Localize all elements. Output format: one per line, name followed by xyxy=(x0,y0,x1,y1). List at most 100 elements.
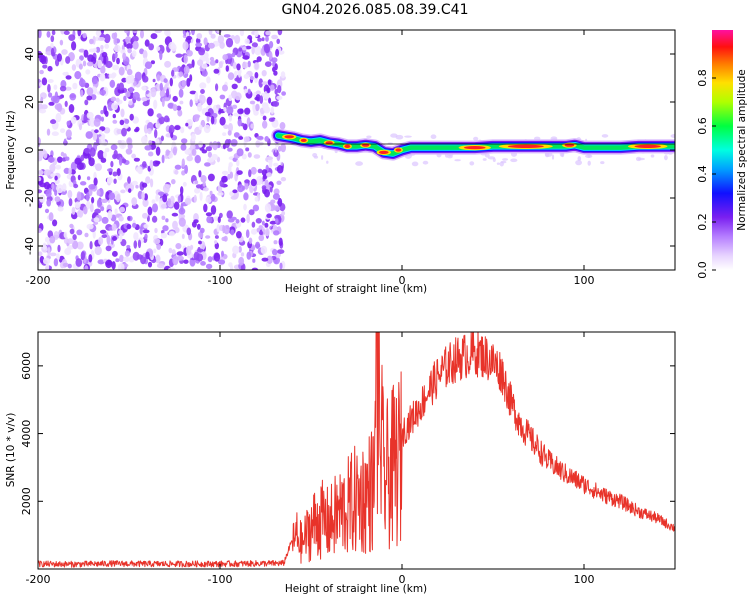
noise-blob xyxy=(195,37,201,44)
noise-blob xyxy=(200,261,206,266)
noise-blob xyxy=(126,224,132,230)
noise-blob xyxy=(217,216,221,224)
noise-blob xyxy=(123,123,129,129)
noise-blob xyxy=(159,82,163,92)
noise-blob xyxy=(161,154,165,164)
noise-blob xyxy=(274,218,279,224)
noise-blob xyxy=(100,116,105,122)
noise-blob xyxy=(207,151,212,158)
noise-blob xyxy=(254,72,259,79)
noise-blob xyxy=(266,156,273,161)
noise-blob xyxy=(65,56,71,64)
noise-blob xyxy=(92,133,98,141)
noise-blob xyxy=(46,199,52,207)
noise-blob xyxy=(65,129,72,139)
noise-blob xyxy=(189,90,197,95)
noise-blob xyxy=(66,120,71,126)
noise-blob xyxy=(95,30,102,37)
noise-blob xyxy=(587,154,591,158)
noise-blob xyxy=(223,107,227,112)
noise-blob xyxy=(172,220,178,230)
noise-blob xyxy=(242,55,250,60)
noise-blob xyxy=(123,95,127,102)
noise-blob xyxy=(155,254,161,264)
noise-blob xyxy=(161,215,166,220)
noise-blob xyxy=(110,96,117,102)
noise-blob xyxy=(272,100,280,107)
noise-blob xyxy=(189,99,193,107)
noise-blob xyxy=(93,118,101,127)
noise-blob xyxy=(251,46,255,55)
noise-blob xyxy=(113,178,117,184)
noise-blob xyxy=(194,187,201,194)
noise-blob xyxy=(176,105,182,111)
noise-blob xyxy=(133,240,138,249)
noise-blob xyxy=(133,80,137,87)
noise-blob xyxy=(244,181,249,190)
noise-blob xyxy=(208,30,213,35)
noise-blob xyxy=(202,181,206,187)
colorbar: 0.0 0.2 0.4 0.6 0.8 Normalized spectral ampl… xyxy=(696,30,748,279)
noise-blob xyxy=(258,230,264,236)
noise-blob xyxy=(39,194,46,203)
noise-blob xyxy=(148,43,155,51)
noise-blob xyxy=(171,69,175,77)
noise-blob xyxy=(113,44,121,53)
noise-blob xyxy=(126,245,131,249)
noise-blob xyxy=(165,184,171,189)
colorbar-tick-label: 0.6 xyxy=(696,117,709,135)
noise-blob xyxy=(38,176,42,182)
noise-blob xyxy=(99,73,106,82)
noise-blob xyxy=(118,215,124,222)
noise-blob xyxy=(204,111,211,117)
noise-blob xyxy=(217,192,224,196)
noise-blob xyxy=(147,108,154,117)
noise-blob xyxy=(181,138,188,144)
noise-blob xyxy=(272,249,278,256)
noise-blob xyxy=(133,232,139,241)
noise-blob xyxy=(238,246,242,253)
noise-blob xyxy=(86,87,94,96)
noise-blob xyxy=(57,206,64,212)
noise-blob xyxy=(40,55,47,65)
noise-blob xyxy=(94,246,102,256)
noise-blob xyxy=(250,166,257,175)
noise-blob xyxy=(203,124,211,134)
noise-blob xyxy=(196,223,201,230)
noise-blob xyxy=(141,135,148,145)
noise-blob xyxy=(214,240,218,245)
noise-blob xyxy=(84,232,89,238)
noise-blob xyxy=(164,30,169,36)
noise-blob xyxy=(186,77,191,87)
noise-blob xyxy=(116,128,123,135)
noise-blob xyxy=(235,219,240,224)
noise-blob xyxy=(430,134,437,139)
noise-blob xyxy=(111,223,117,231)
noise-blob xyxy=(64,156,70,161)
noise-blob xyxy=(199,191,203,201)
noise-blob xyxy=(49,235,56,244)
noise-blob xyxy=(89,241,93,250)
noise-blob xyxy=(209,56,215,62)
noise-blob xyxy=(266,172,272,178)
noise-blob xyxy=(269,186,273,193)
noise-blob xyxy=(132,116,140,124)
noise-blob xyxy=(221,175,228,183)
snr-xlabel: Height of straight line (km) xyxy=(285,583,427,595)
noise-blob xyxy=(156,74,161,82)
noise-blob xyxy=(198,170,202,178)
noise-blob xyxy=(191,148,197,156)
noise-blob xyxy=(268,51,273,60)
colorbar-tick-label: 0.4 xyxy=(696,165,709,183)
noise-blob xyxy=(74,157,82,165)
noise-blob xyxy=(103,55,107,65)
noise-blob xyxy=(76,241,84,250)
noise-blob xyxy=(212,141,219,151)
noise-blob xyxy=(153,99,158,110)
noise-blob xyxy=(114,208,118,215)
noise-blob xyxy=(88,254,93,263)
noise-blob xyxy=(236,148,244,157)
noise-blob xyxy=(244,107,251,115)
noise-blob xyxy=(78,123,83,131)
